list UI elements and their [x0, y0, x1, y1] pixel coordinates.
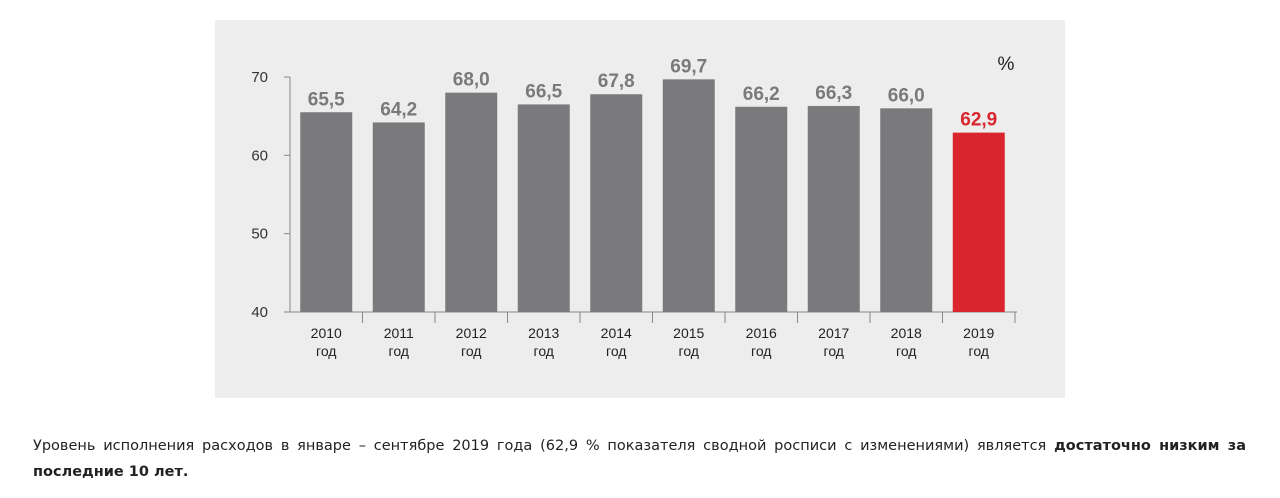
bar: [372, 122, 425, 312]
bar-value-label: 66,2: [743, 84, 780, 105]
x-tick-label-suffix: год: [969, 343, 989, 359]
bar: [445, 92, 498, 313]
x-tick-label-suffix: год: [461, 343, 481, 359]
bar-value-label: 62,9: [960, 110, 997, 131]
x-tick-label: 2011: [384, 325, 414, 341]
x-tick-label-suffix: год: [534, 343, 554, 359]
bar: [880, 108, 933, 312]
bar-value-label: 69,7: [670, 56, 707, 77]
bar-value-label: 68,0: [453, 70, 490, 91]
x-tick-label-suffix: год: [316, 343, 336, 359]
x-tick-label: 2012: [456, 325, 487, 341]
x-tick-label: 2017: [818, 325, 849, 341]
bar-value-label: 66,5: [525, 81, 562, 102]
bar-value-label: 67,8: [598, 71, 635, 92]
bar: [807, 105, 860, 312]
x-tick-label-suffix: год: [389, 343, 409, 359]
x-tick-label: 2015: [673, 325, 704, 341]
bar: [300, 112, 353, 312]
y-tick-label: 70: [251, 69, 268, 86]
bar-value-label: 66,0: [888, 85, 925, 106]
bar: [952, 132, 1005, 312]
x-tick-label: 2010: [311, 325, 342, 341]
x-tick-label: 2016: [746, 325, 777, 341]
y-tick-label: 50: [251, 226, 268, 243]
x-tick-label-suffix: год: [824, 343, 844, 359]
bar: [662, 79, 715, 312]
chart-panel: 40 50 60 70% 65,5 2010 год 64,2 2011 год 68,0 2012 г…: [215, 20, 1065, 398]
x-tick-label-suffix: год: [679, 343, 699, 359]
bar-value-label: 66,3: [815, 83, 852, 104]
y-tick-label: 60: [251, 147, 268, 164]
chart-caption: Уровень исполнения расходов в январе – с…: [33, 433, 1246, 485]
bar-value-label: 64,2: [380, 99, 417, 120]
x-tick-label-suffix: год: [751, 343, 771, 359]
x-tick-label: 2014: [601, 325, 632, 341]
bar: [590, 94, 643, 312]
x-tick-label: 2018: [891, 325, 922, 341]
x-tick-label-suffix: год: [606, 343, 626, 359]
caption-emphasis: достаточно низким за последние 10 лет.: [33, 438, 1246, 480]
bar: [517, 104, 570, 313]
unit-label: %: [998, 54, 1015, 75]
bar-chart: 40 50 60 70% 65,5 2010 год 64,2 2011 год 68,0 2012 г…: [251, 54, 1017, 359]
caption-text: Уровень исполнения расходов в январе – с…: [33, 438, 1055, 454]
x-tick-label-suffix: год: [896, 343, 916, 359]
x-tick-label: 2019: [963, 325, 994, 341]
x-tick-label: 2013: [528, 325, 559, 341]
y-tick-label: 40: [251, 304, 268, 321]
bar: [735, 106, 788, 313]
bar-value-label: 65,5: [308, 89, 345, 110]
